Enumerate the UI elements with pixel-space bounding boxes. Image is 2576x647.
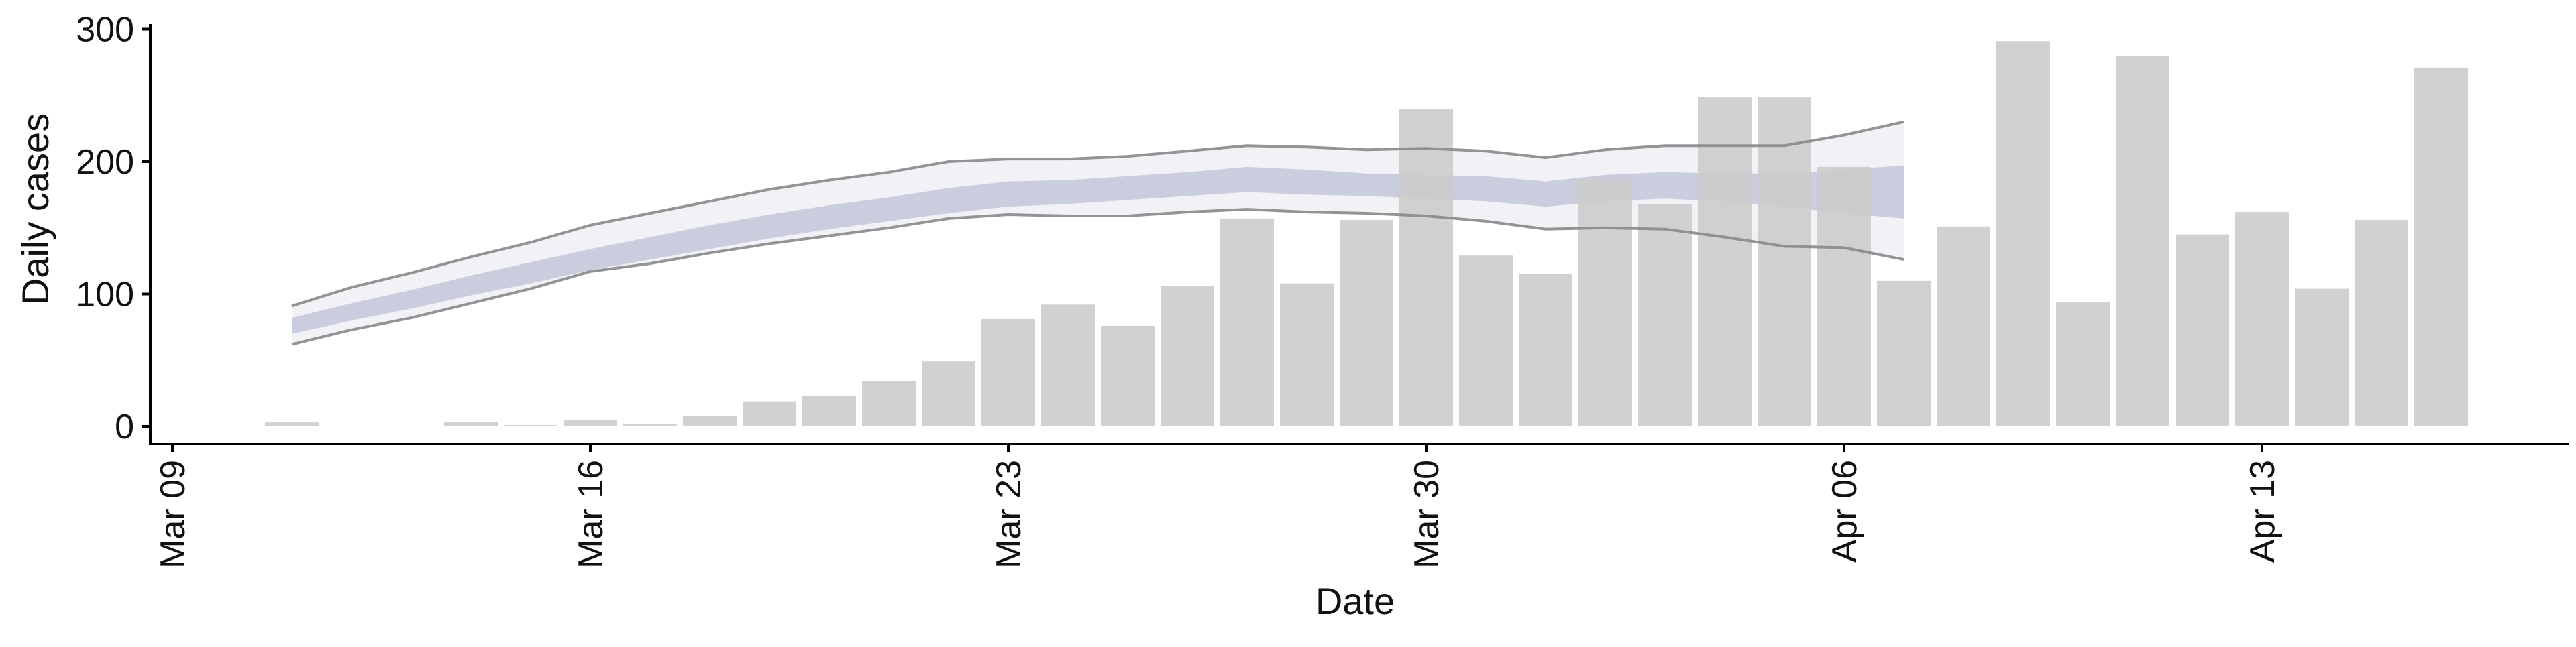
- y-tick-label-0: 0: [115, 408, 134, 447]
- bar-2020-03-18: [683, 416, 737, 426]
- bar-2020-04-11: [2116, 56, 2169, 426]
- bar-2020-03-19: [743, 401, 796, 426]
- bar-2020-03-17: [623, 424, 677, 426]
- bar-2020-04-03: [1638, 204, 1692, 426]
- bar-2020-03-24: [1041, 304, 1095, 426]
- x-tick-label-1: Mar 16: [572, 460, 610, 569]
- bar-2020-03-21: [862, 381, 916, 426]
- bar-2020-03-28: [1280, 283, 1334, 426]
- y-tick-label-300: 300: [76, 11, 134, 50]
- bar-2020-03-15: [504, 425, 557, 426]
- bar-2020-04-09: [1996, 41, 2050, 427]
- x-ticks-group: Mar 09 Mar 16 Mar 23 Mar 30 Apr 06 Apr 13: [154, 444, 2282, 569]
- bar-2020-03-30: [1399, 109, 1453, 426]
- bar-2020-04-05: [1758, 97, 1811, 426]
- y-tick-label-100: 100: [76, 276, 134, 314]
- x-tick-label-4: Apr 06: [1825, 460, 1864, 563]
- bar-2020-03-27: [1220, 218, 1274, 426]
- bar-2020-04-08: [1937, 226, 1990, 426]
- bar-2020-03-23: [981, 319, 1035, 426]
- forecast-lower-line: [291, 208, 1904, 346]
- bar-2020-03-26: [1161, 286, 1214, 426]
- bar-2020-04-02: [1578, 178, 1632, 426]
- x-tick-label-3: Mar 30: [1407, 460, 1446, 569]
- bar-2020-04-10: [2056, 302, 2110, 426]
- bar-2020-03-11: [265, 422, 319, 426]
- bar-2020-04-07: [1877, 280, 1931, 427]
- bar-2020-03-25: [1101, 325, 1155, 426]
- bar-2020-04-13: [2235, 212, 2289, 426]
- bar-2020-04-01: [1519, 274, 1572, 426]
- x-tick-label-5: Apr 13: [2243, 460, 2282, 563]
- bar-2020-04-12: [2176, 234, 2229, 426]
- bar-2020-03-31: [1459, 255, 1513, 426]
- bar-2020-03-20: [802, 396, 856, 426]
- bar-2020-04-06: [1817, 166, 1871, 426]
- bar-2020-03-29: [1340, 219, 1393, 426]
- bar-2020-03-22: [922, 361, 975, 426]
- bar-2020-04-16: [2414, 67, 2468, 427]
- x-tick-label-0: Mar 09: [154, 460, 193, 569]
- bar-2020-03-16: [564, 420, 617, 426]
- x-tick-label-2: Mar 23: [989, 460, 1028, 569]
- forecast-bound-lines-group: [291, 120, 1904, 346]
- bars-group: [265, 41, 2468, 427]
- forecast-upper-line: [291, 120, 1904, 308]
- y-ticks-group: 0 100 200 300: [76, 11, 150, 447]
- bar-2020-04-04: [1698, 97, 1752, 426]
- y-axis-title: Daily cases: [14, 113, 56, 305]
- x-axis-title: Date: [1316, 580, 1395, 622]
- axes-group: [149, 24, 2569, 445]
- bar-2020-04-15: [2355, 219, 2408, 426]
- y-tick-label-200: 200: [76, 143, 134, 182]
- bar-2020-04-14: [2295, 288, 2349, 426]
- bar-2020-03-14: [444, 422, 498, 426]
